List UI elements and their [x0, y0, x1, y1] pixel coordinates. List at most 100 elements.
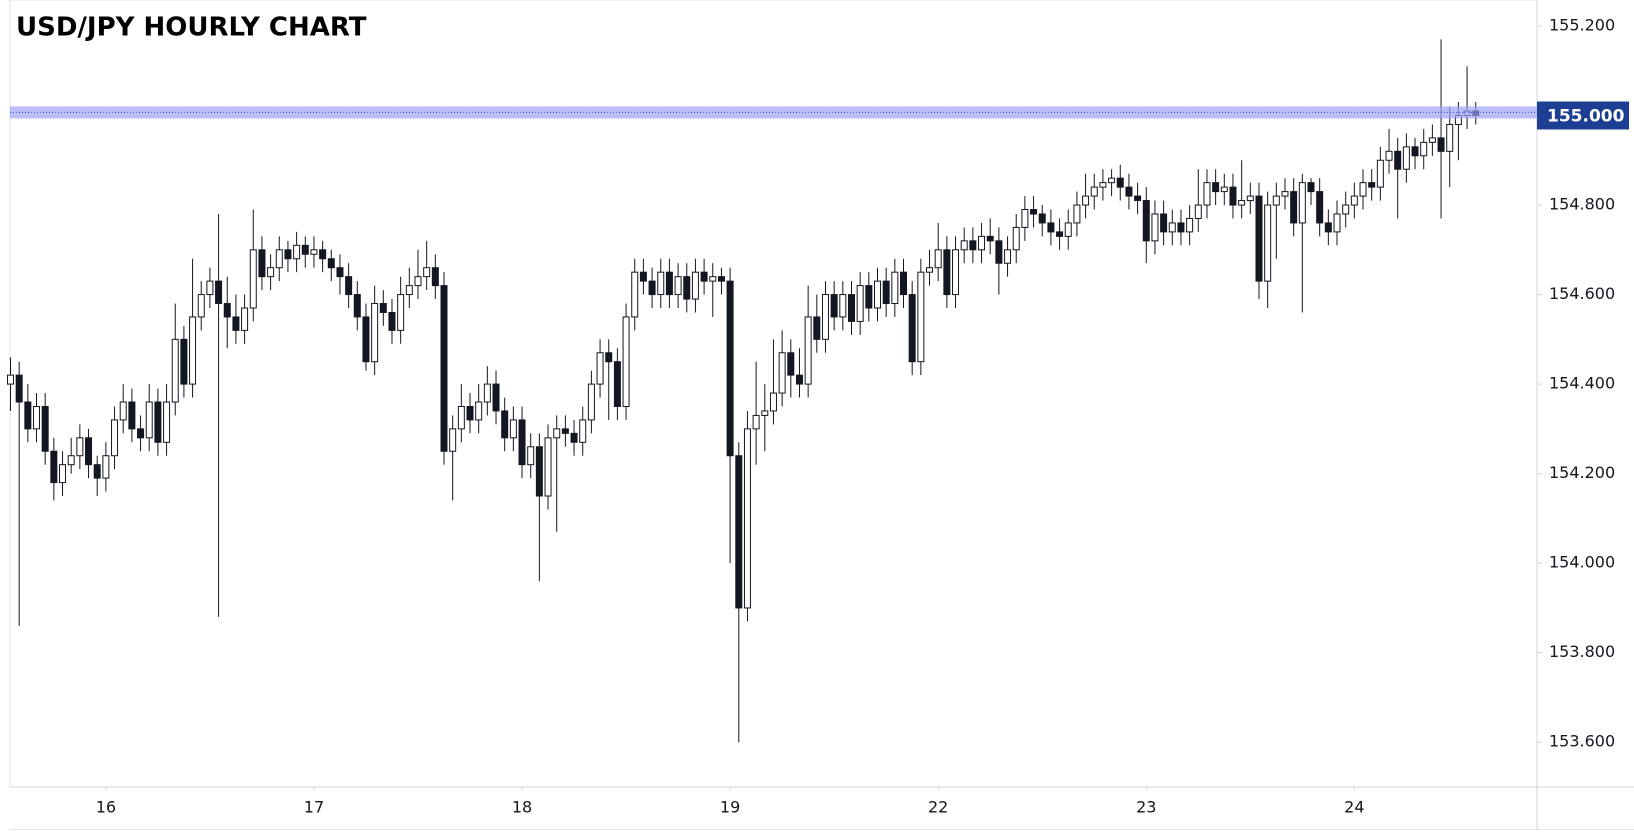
- candle-body: [50, 450, 58, 484]
- candle-body: [1212, 182, 1220, 193]
- candle-body: [509, 419, 517, 439]
- candle-body: [223, 303, 231, 318]
- candle-body: [249, 249, 257, 309]
- candle-body: [527, 446, 535, 466]
- candle-body: [1142, 200, 1150, 242]
- candle-body: [856, 285, 864, 322]
- candle-body: [414, 276, 422, 287]
- chart-title: USD/JPY HOURLY CHART: [16, 13, 367, 43]
- candle-body: [41, 405, 49, 452]
- candle-body: [1021, 209, 1029, 228]
- candle-body: [605, 352, 613, 363]
- candle-body: [978, 235, 986, 251]
- candle-body: [1428, 137, 1436, 143]
- level-band: [10, 106, 1537, 119]
- x-tick-label: 18: [512, 798, 532, 817]
- candle-body: [440, 285, 448, 452]
- candle-body: [900, 271, 908, 296]
- candle-body: [33, 405, 41, 430]
- candle-body: [1056, 231, 1064, 237]
- candle-body: [1376, 159, 1384, 188]
- candle-body: [735, 455, 743, 609]
- candle-body: [1186, 217, 1194, 233]
- candle-body: [301, 244, 309, 255]
- candle-body: [258, 249, 266, 278]
- y-tick-label: 153.800: [1549, 642, 1615, 661]
- candle-body: [353, 294, 361, 318]
- y-tick-label: 154.000: [1549, 553, 1615, 572]
- candle-body: [1194, 204, 1202, 219]
- candle-body: [180, 338, 188, 385]
- candle-body: [952, 249, 960, 296]
- candle-body: [518, 419, 526, 466]
- candle-body: [631, 271, 639, 318]
- candle-body: [197, 294, 205, 318]
- y-tick-label: 154.600: [1549, 284, 1615, 303]
- candle-body: [1203, 182, 1211, 206]
- candle-body: [1324, 222, 1332, 233]
- candle-body: [137, 428, 145, 439]
- candle-body: [206, 280, 214, 296]
- candle-body: [1246, 195, 1254, 202]
- candle-body: [163, 401, 171, 443]
- candle-body: [1437, 137, 1445, 152]
- candle-body: [613, 361, 621, 407]
- candle-body: [1030, 209, 1038, 215]
- candle-body: [821, 294, 829, 340]
- candle-body: [475, 401, 483, 421]
- candle-body: [449, 428, 457, 452]
- candle-body: [397, 294, 405, 331]
- candle-body: [934, 249, 942, 269]
- candle-body: [969, 240, 977, 251]
- candle-body: [917, 271, 925, 363]
- candle-body: [561, 428, 569, 434]
- candle-body: [1359, 182, 1367, 197]
- candle-body: [1168, 222, 1176, 233]
- x-tick-label: 16: [96, 798, 116, 817]
- candle-body: [371, 303, 379, 363]
- candle-body: [1316, 191, 1324, 224]
- candle-body: [1160, 213, 1168, 233]
- candle-body: [570, 432, 578, 443]
- candle-body: [327, 258, 335, 269]
- candle-body: [1038, 213, 1046, 224]
- candle-body: [1004, 249, 1012, 264]
- candle-body: [15, 374, 23, 403]
- candle-body: [119, 401, 127, 421]
- candle-body: [1177, 222, 1185, 233]
- bottom-border: [10, 829, 1634, 830]
- candle-body: [847, 294, 855, 322]
- candle-body: [492, 383, 500, 412]
- candle-body: [1385, 150, 1393, 161]
- candle-body: [319, 249, 327, 260]
- candle-body: [232, 316, 240, 331]
- candle-body: [275, 249, 283, 269]
- candle-body: [1307, 182, 1315, 193]
- candle-body: [787, 352, 795, 376]
- y-tick-label: 154.800: [1549, 195, 1615, 214]
- candle-body: [431, 267, 439, 287]
- candle-body: [1333, 213, 1341, 233]
- candle-body: [1446, 123, 1454, 152]
- candle-body: [752, 414, 760, 430]
- candle-body: [691, 271, 699, 300]
- candle-body: [1238, 200, 1246, 206]
- candle-body: [830, 294, 838, 318]
- candle-body: [310, 249, 318, 255]
- candle-body: [293, 244, 301, 260]
- candle-body: [639, 271, 647, 282]
- candle-body: [102, 455, 110, 479]
- candle-body: [908, 294, 916, 363]
- y-tick-label: 153.600: [1549, 732, 1615, 751]
- candle-body: [483, 383, 491, 403]
- candle-body: [189, 316, 197, 385]
- candle-body: [1264, 204, 1272, 282]
- candle-body: [717, 276, 725, 282]
- candle-body: [1047, 222, 1055, 233]
- candle-body: [1151, 213, 1159, 242]
- candle-body: [457, 405, 465, 430]
- candle-body: [1420, 141, 1428, 157]
- candle-body: [960, 240, 968, 251]
